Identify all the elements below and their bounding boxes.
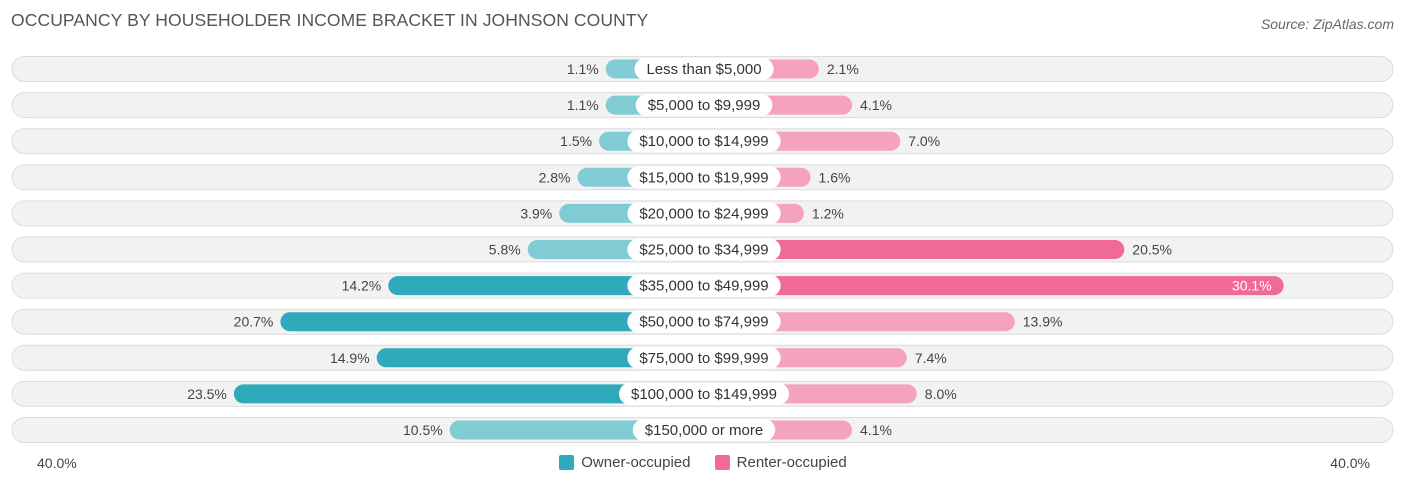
category-pill	[627, 238, 781, 261]
chart-row: Less than $5,000 1.1% 2.1%	[11, 56, 1394, 82]
chart-row: $100,000 to $149,999 23.5% 8.0%	[11, 380, 1394, 407]
renter-value-label: 2.1%	[827, 61, 859, 77]
chart-row: $20,000 to $24,999 3.9% 1.2%	[11, 200, 1394, 227]
category-pill	[619, 382, 789, 405]
category-pill	[632, 419, 776, 441]
owner-value-label: 1.5%	[560, 133, 592, 149]
category-pill	[627, 130, 781, 153]
axis-left-label: 40.0%	[37, 455, 77, 471]
renter-bar	[704, 240, 1125, 259]
category-pill	[627, 346, 781, 369]
renter-bar	[704, 312, 1015, 332]
renter-value-label: 7.4%	[915, 350, 947, 366]
renter-value-label: 4.1%	[860, 422, 892, 438]
legend: Owner-occupied Renter-occupied	[0, 454, 1406, 474]
category-label: $35,000 to $49,999	[639, 278, 768, 295]
owner-value-label: 3.9%	[520, 205, 552, 221]
renter-value-label: 13.9%	[1023, 314, 1063, 330]
legend-owner-label: Owner-occupied	[581, 454, 691, 471]
source-credit: Source: ZipAtlas.com	[1260, 16, 1394, 32]
category-label: $5,000 to $9,999	[648, 97, 761, 114]
chart-row: $150,000 or more 10.5% 4.1%	[11, 417, 1394, 443]
category-label: $15,000 to $19,999	[639, 169, 768, 186]
chart-row: $15,000 to $19,999 2.8% 1.6%	[11, 164, 1394, 191]
chart-area: Less than $5,000 1.1% 2.1% $5,000 to $9,999…	[11, 56, 1394, 443]
owner-value-label: 1.1%	[567, 61, 599, 77]
category-label: $10,000 to $14,999	[639, 133, 768, 150]
category-pill	[627, 274, 781, 297]
chart-row: $75,000 to $99,999 14.9% 7.4%	[11, 344, 1394, 371]
owner-value-label: 2.8%	[539, 169, 571, 185]
owner-value-label: 10.5%	[403, 422, 443, 438]
chart-title: OCCUPANCY BY HOUSEHOLDER INCOME BRACKET …	[11, 10, 649, 30]
axis-right-label: 40.0%	[1330, 455, 1370, 471]
legend-renter-label: Renter-occupied	[736, 454, 847, 471]
renter-value-label: 8.0%	[925, 386, 957, 402]
category-pill	[635, 94, 773, 117]
category-label: $50,000 to $74,999	[639, 314, 768, 331]
chart-row: $5,000 to $9,999 1.1% 4.1%	[11, 92, 1394, 119]
owner-value-label: 23.5%	[187, 386, 227, 402]
owner-value-label: 1.1%	[567, 97, 599, 113]
renter-value-label: 30.1%	[1232, 278, 1272, 294]
renter-value-label: 1.2%	[812, 205, 844, 221]
owner-bar	[376, 348, 704, 368]
owner-bar	[233, 384, 704, 404]
chart-row: $35,000 to $49,999 14.2% 30.1%	[11, 272, 1394, 299]
category-label: $20,000 to $24,999	[639, 205, 768, 222]
chart-row: $10,000 to $14,999 1.5% 7.0%	[11, 128, 1394, 155]
chart-row: $25,000 to $34,999 5.8% 20.5%	[11, 236, 1394, 263]
category-pill	[627, 202, 781, 225]
category-label: $100,000 to $149,999	[631, 386, 777, 403]
owner-value-label: 20.7%	[234, 314, 274, 330]
renter-value-label: 7.0%	[908, 133, 940, 149]
renter-swatch	[714, 455, 730, 470]
legend-owner: Owner-occupied	[559, 454, 690, 471]
category-pill	[627, 310, 781, 333]
category-label: $75,000 to $99,999	[639, 350, 768, 367]
renter-value-label: 20.5%	[1132, 242, 1172, 258]
category-pill	[634, 58, 774, 80]
owner-value-label: 5.8%	[489, 242, 521, 258]
renter-value-label: 4.1%	[860, 97, 892, 113]
chart-row: $50,000 to $74,999 20.7% 13.9%	[11, 308, 1394, 335]
legend-renter: Renter-occupied	[714, 454, 847, 471]
owner-swatch	[559, 455, 575, 470]
category-pill	[627, 166, 781, 189]
renter-bar	[704, 276, 1284, 296]
owner-bar	[280, 312, 704, 332]
category-label: Less than $5,000	[646, 61, 761, 78]
category-label: $150,000 or more	[645, 422, 763, 439]
owner-value-label: 14.9%	[330, 350, 370, 366]
owner-bar	[388, 276, 704, 296]
renter-value-label: 1.6%	[819, 169, 851, 185]
owner-value-label: 14.2%	[342, 278, 382, 294]
category-label: $25,000 to $34,999	[639, 242, 768, 259]
